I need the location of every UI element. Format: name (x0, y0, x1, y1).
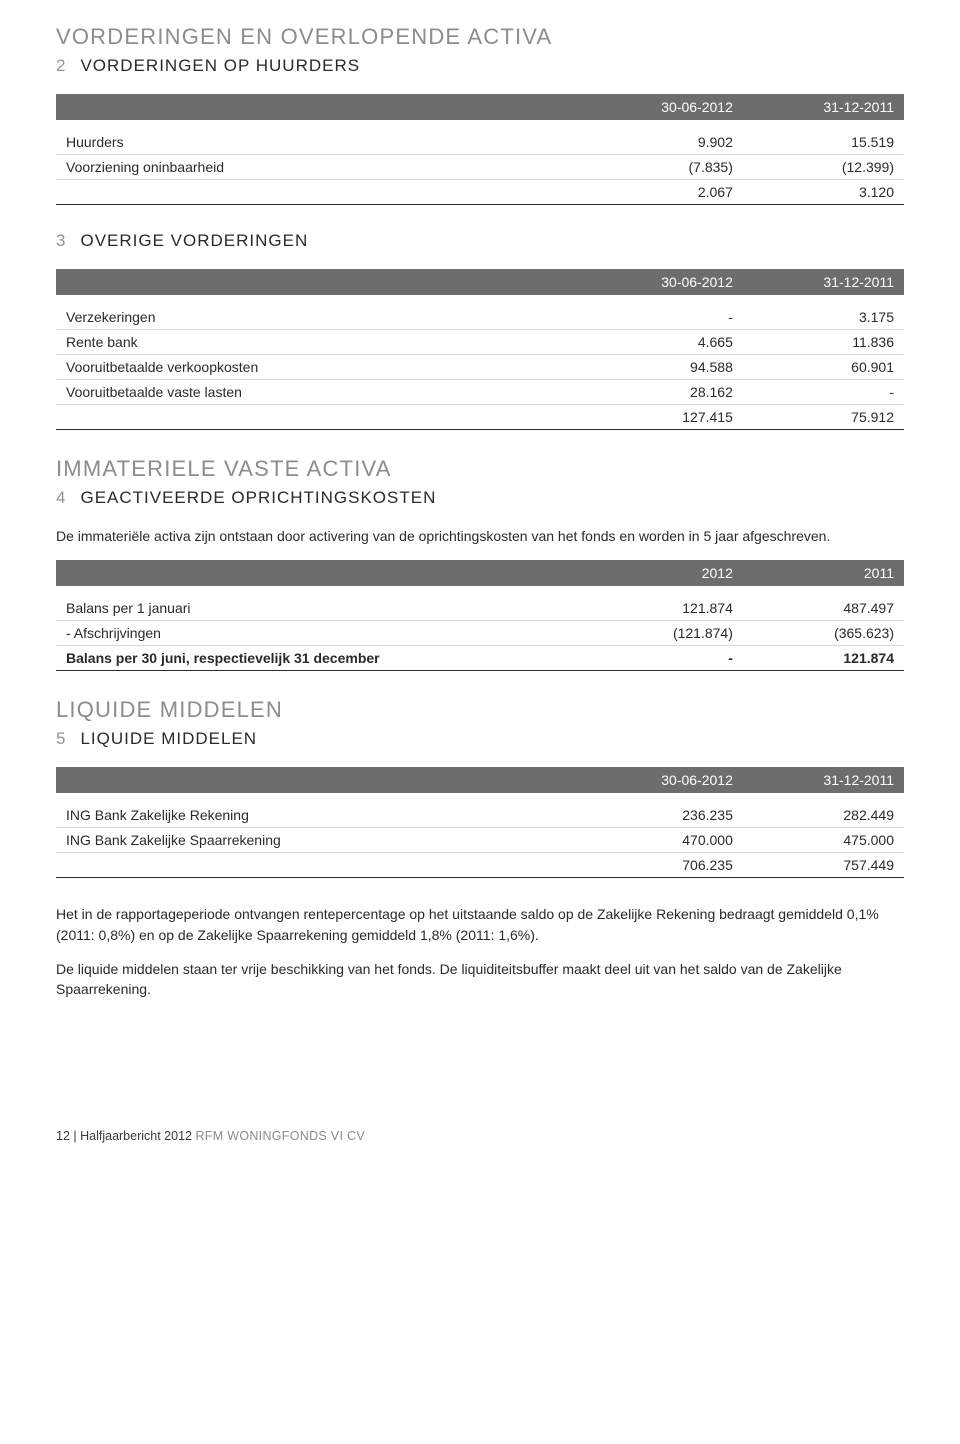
footer-page-number: 12 (56, 1129, 70, 1143)
table-row: Verzekeringen - 3.175 (56, 305, 904, 330)
subsection-5: 5 LIQUIDE MIDDELEN (56, 729, 904, 749)
table-total-row: 127.415 75.912 (56, 405, 904, 430)
spacer (56, 793, 904, 803)
sub-title-3: OVERIGE VORDERINGEN (80, 231, 308, 251)
col-header: 30-06-2012 (582, 269, 743, 295)
cell-value: 3.175 (743, 305, 904, 330)
col-header: 30-06-2012 (582, 94, 743, 120)
sub-title-5: LIQUIDE MIDDELEN (80, 729, 257, 749)
spacer (56, 295, 904, 305)
cell-value: 94.588 (582, 355, 743, 380)
cell-value: (365.623) (743, 621, 904, 646)
table-row: Balans per 1 januari 121.874 487.497 (56, 596, 904, 621)
cell-label: ING Bank Zakelijke Spaarrekening (56, 828, 582, 853)
cell-value: 3.120 (743, 180, 904, 205)
cell-value: 236.235 (582, 803, 743, 828)
subsection-3: 3 OVERIGE VORDERINGEN (56, 231, 904, 251)
cell-value: 2.067 (582, 180, 743, 205)
cell-value: (7.835) (582, 155, 743, 180)
col-header: 31-12-2011 (743, 94, 904, 120)
footer-doc-subtitle: RFM WONINGFONDS VI CV (195, 1129, 365, 1143)
cell-value: 487.497 (743, 596, 904, 621)
sub-num-5: 5 (56, 729, 66, 749)
table-total-row: 2.067 3.120 (56, 180, 904, 205)
paragraph-liquide-2: De liquide middelen staan ter vrije besc… (56, 959, 904, 1000)
cell-value: - (582, 305, 743, 330)
col-header: 31-12-2011 (743, 269, 904, 295)
cell-value: 282.449 (743, 803, 904, 828)
col-header: 2012 (582, 560, 743, 586)
col-header: 30-06-2012 (582, 767, 743, 793)
sub-num-3: 3 (56, 231, 66, 251)
cell-value: 121.874 (743, 646, 904, 671)
cell-label: - Afschrijvingen (56, 621, 582, 646)
table-row: Huurders 9.902 15.519 (56, 130, 904, 155)
spacer (56, 120, 904, 130)
table-row: Vooruitbetaalde vaste lasten 28.162 - (56, 380, 904, 405)
table-header-blank (56, 560, 582, 586)
table-immateriele: 2012 2011 Balans per 1 januari 121.874 4… (56, 560, 904, 671)
cell-value: 4.665 (582, 330, 743, 355)
cell-value: 127.415 (582, 405, 743, 430)
cell-label: Vooruitbetaalde verkoopkosten (56, 355, 582, 380)
table-row: ING Bank Zakelijke Rekening 236.235 282.… (56, 803, 904, 828)
table-header-blank (56, 767, 582, 793)
section-title-immateriele: IMMATERIELE VASTE ACTIVA (56, 456, 904, 482)
cell-label: Rente bank (56, 330, 582, 355)
table-row: ING Bank Zakelijke Spaarrekening 470.000… (56, 828, 904, 853)
section-title-vorderingen: VORDERINGEN EN OVERLOPENDE ACTIVA (56, 24, 904, 50)
table-header-blank (56, 269, 582, 295)
footer-doc-title: Halfjaarbericht 2012 (80, 1129, 195, 1143)
cell-value: 9.902 (582, 130, 743, 155)
table-row: Rente bank 4.665 11.836 (56, 330, 904, 355)
table-liquide: 30-06-2012 31-12-2011 ING Bank Zakelijke… (56, 767, 904, 878)
cell-value: 28.162 (582, 380, 743, 405)
spacer (56, 586, 904, 596)
cell-label: Balans per 30 juni, respectievelijk 31 d… (56, 646, 582, 671)
cell-label (56, 405, 582, 430)
cell-label: Verzekeringen (56, 305, 582, 330)
table-row: Voorziening oninbaarheid (7.835) (12.399… (56, 155, 904, 180)
table-header-blank (56, 94, 582, 120)
cell-value: 470.000 (582, 828, 743, 853)
footer-sep: | (70, 1129, 80, 1143)
col-header: 2011 (743, 560, 904, 586)
table-row: Vooruitbetaalde verkoopkosten 94.588 60.… (56, 355, 904, 380)
table-overige-vorderingen: 30-06-2012 31-12-2011 Verzekeringen - 3.… (56, 269, 904, 430)
section-title-liquide: LIQUIDE MIDDELEN (56, 697, 904, 723)
cell-value: - (582, 646, 743, 671)
sub-num-2: 2 (56, 56, 66, 76)
page-footer: 12 | Halfjaarbericht 2012 RFM WONINGFOND… (56, 1129, 904, 1143)
cell-value: (121.874) (582, 621, 743, 646)
cell-value: 706.235 (582, 853, 743, 878)
cell-value: - (743, 380, 904, 405)
sub-num-4: 4 (56, 488, 66, 508)
paragraph-immateriele: De immateriële activa zijn ontstaan door… (56, 526, 904, 546)
cell-value: 757.449 (743, 853, 904, 878)
table-total-row: 706.235 757.449 (56, 853, 904, 878)
cell-value: 475.000 (743, 828, 904, 853)
subsection-4: 4 GEACTIVEERDE OPRICHTINGSKOSTEN (56, 488, 904, 508)
sub-title-4: GEACTIVEERDE OPRICHTINGSKOSTEN (80, 488, 436, 508)
cell-label: ING Bank Zakelijke Rekening (56, 803, 582, 828)
cell-value: 11.836 (743, 330, 904, 355)
table-vorderingen-huurders: 30-06-2012 31-12-2011 Huurders 9.902 15.… (56, 94, 904, 205)
table-row: - Afschrijvingen (121.874) (365.623) (56, 621, 904, 646)
cell-label: Huurders (56, 130, 582, 155)
cell-value: (12.399) (743, 155, 904, 180)
cell-label: Balans per 1 januari (56, 596, 582, 621)
table-total-row: Balans per 30 juni, respectievelijk 31 d… (56, 646, 904, 671)
paragraph-liquide-1: Het in de rapportageperiode ontvangen re… (56, 904, 904, 945)
cell-label: Vooruitbetaalde vaste lasten (56, 380, 582, 405)
cell-value: 60.901 (743, 355, 904, 380)
sub-title-2: VORDERINGEN OP HUURDERS (80, 56, 360, 76)
cell-label (56, 180, 582, 205)
col-header: 31-12-2011 (743, 767, 904, 793)
cell-label: Voorziening oninbaarheid (56, 155, 582, 180)
cell-value: 15.519 (743, 130, 904, 155)
cell-label (56, 853, 582, 878)
cell-value: 75.912 (743, 405, 904, 430)
subsection-2: 2 VORDERINGEN OP HUURDERS (56, 56, 904, 76)
cell-value: 121.874 (582, 596, 743, 621)
